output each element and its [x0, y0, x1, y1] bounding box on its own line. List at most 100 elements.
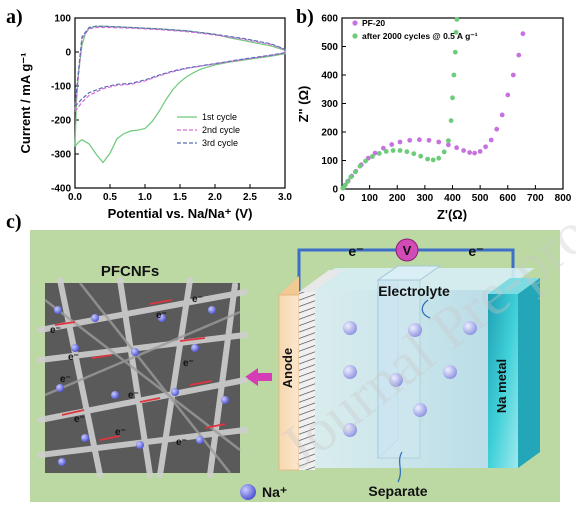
na-ion [463, 321, 477, 335]
na-ion [408, 323, 422, 337]
nyquist-legend-label-1: PF-20 [362, 18, 385, 28]
series-point-2 [446, 138, 451, 144]
series-point-1 [397, 139, 403, 145]
series-point-1 [381, 145, 386, 151]
series-point-1 [505, 92, 511, 98]
x-tick-label: 200 [389, 193, 406, 204]
battery-schematic: e⁻ e⁻ V Anode Na metal Electrolyte Separ… [30, 230, 560, 502]
na-ion-legend-label: Na⁺ [262, 484, 287, 500]
series-point-1 [426, 137, 432, 143]
series-line-1 [74, 25, 286, 164]
fiber-mat-top [299, 270, 343, 292]
na-ion [413, 403, 427, 417]
series-point-1 [516, 52, 522, 58]
series-point-1 [407, 137, 413, 143]
nyquist-y-axis-title: Z" (Ω) [296, 86, 311, 123]
sem-na-ion [81, 434, 89, 442]
series-point-1 [446, 142, 451, 148]
series-point-2 [404, 149, 410, 155]
cv-legend: 1st cycle 2nd cycle 3rd cycle [177, 112, 240, 148]
sem-electron-label: e⁻ [176, 437, 187, 448]
na-ion [389, 373, 403, 387]
sem-electron-label: e⁻ [156, 310, 167, 321]
y-tick-label: 100 [321, 156, 338, 167]
series-point-2 [436, 155, 442, 161]
cv-x-axis-title: Potential vs. Na/Na⁺ (V) [108, 206, 253, 221]
sem-na-ion [136, 441, 144, 449]
y-tick-label: 500 [321, 42, 338, 53]
series-point-2 [383, 149, 389, 154]
series-point-2 [453, 29, 459, 35]
cv-legend-label-3: 3rd cycle [202, 138, 238, 148]
series-point-1 [488, 137, 494, 143]
series-point-1 [472, 150, 477, 156]
na-metal-label: Na metal [494, 359, 509, 413]
sem-na-ion [191, 344, 199, 352]
na-ion-legend-icon [240, 484, 256, 500]
sem-electron-label: e⁻ [128, 390, 139, 401]
x-tick-label: 0 [339, 193, 345, 204]
sem-electron-label: e⁻ [192, 294, 203, 305]
series-point-2 [451, 72, 457, 78]
series-point-2 [348, 174, 354, 180]
series-point-2 [363, 158, 368, 164]
series-line-3 [74, 25, 286, 107]
electron-path-arrow [204, 423, 226, 429]
cv-legend-label-1: 1st cycle [202, 112, 237, 122]
series-point-1 [436, 139, 442, 145]
electron-path-arrow [179, 337, 206, 342]
electrolyte-pointer [421, 299, 431, 319]
series-point-1 [520, 31, 526, 37]
sem-title: PFCNFs [101, 263, 159, 280]
series-point-1 [372, 150, 378, 156]
x-tick-label: 100 [361, 193, 378, 204]
na-ion [343, 365, 357, 379]
series-point-2 [345, 179, 350, 185]
x-tick-label: 0.0 [68, 192, 82, 203]
electrolyte-label: Electrolyte [378, 283, 450, 299]
electron-path-arrow [139, 397, 161, 403]
sem-na-ion [91, 314, 99, 322]
sem-electron-label: e⁻ [60, 374, 71, 385]
y-tick-label: 0 [65, 48, 71, 59]
cv-y-axis-title: Current / mA g⁻¹ [18, 53, 33, 154]
series-point-1 [417, 137, 422, 143]
series-point-1 [461, 148, 466, 153]
sem-na-ion [56, 384, 64, 392]
sem-electron-label: e⁻ [74, 414, 85, 425]
sem-na-ion [58, 458, 66, 466]
sem-na-ion [54, 306, 62, 314]
voltmeter-label: V [403, 243, 412, 258]
panel-letter-a: a) [6, 6, 23, 28]
separator-label: Separate [368, 483, 427, 499]
series-point-2 [342, 183, 348, 189]
sem-na-ion [221, 396, 229, 404]
sem-na-ion [158, 314, 166, 322]
cv-legend-label-2: 2nd cycle [202, 125, 240, 135]
panel-letter-b: b) [296, 6, 314, 28]
fiber-mat-texture [299, 292, 315, 470]
x-tick-label: 400 [444, 193, 461, 204]
x-tick-label: 700 [527, 193, 544, 204]
nyquist-legend-swatch-2 [352, 33, 358, 39]
circuit-electron-left: e⁻ [348, 243, 363, 259]
na-metal-side [518, 278, 540, 468]
electron-path-arrow [91, 354, 113, 359]
series-point-1 [510, 72, 516, 78]
na-metal-top [488, 278, 540, 294]
series-point-2 [418, 153, 424, 159]
nyquist-legend-swatch-1 [352, 20, 358, 26]
y-tick-label: 600 [321, 14, 338, 25]
series-point-1 [499, 112, 505, 118]
series-point-2 [390, 148, 396, 153]
y-tick-label: -200 [51, 116, 71, 127]
electron-path-arrow [189, 380, 213, 386]
cv-plot-frame [74, 17, 286, 189]
series-point-1 [483, 144, 488, 150]
series-point-1 [477, 149, 483, 154]
series-point-2 [452, 49, 458, 55]
anode-label: Anode [280, 348, 295, 388]
series-point-2 [370, 154, 375, 159]
na-metal-plate [488, 294, 518, 468]
sem-na-ion [71, 344, 79, 352]
